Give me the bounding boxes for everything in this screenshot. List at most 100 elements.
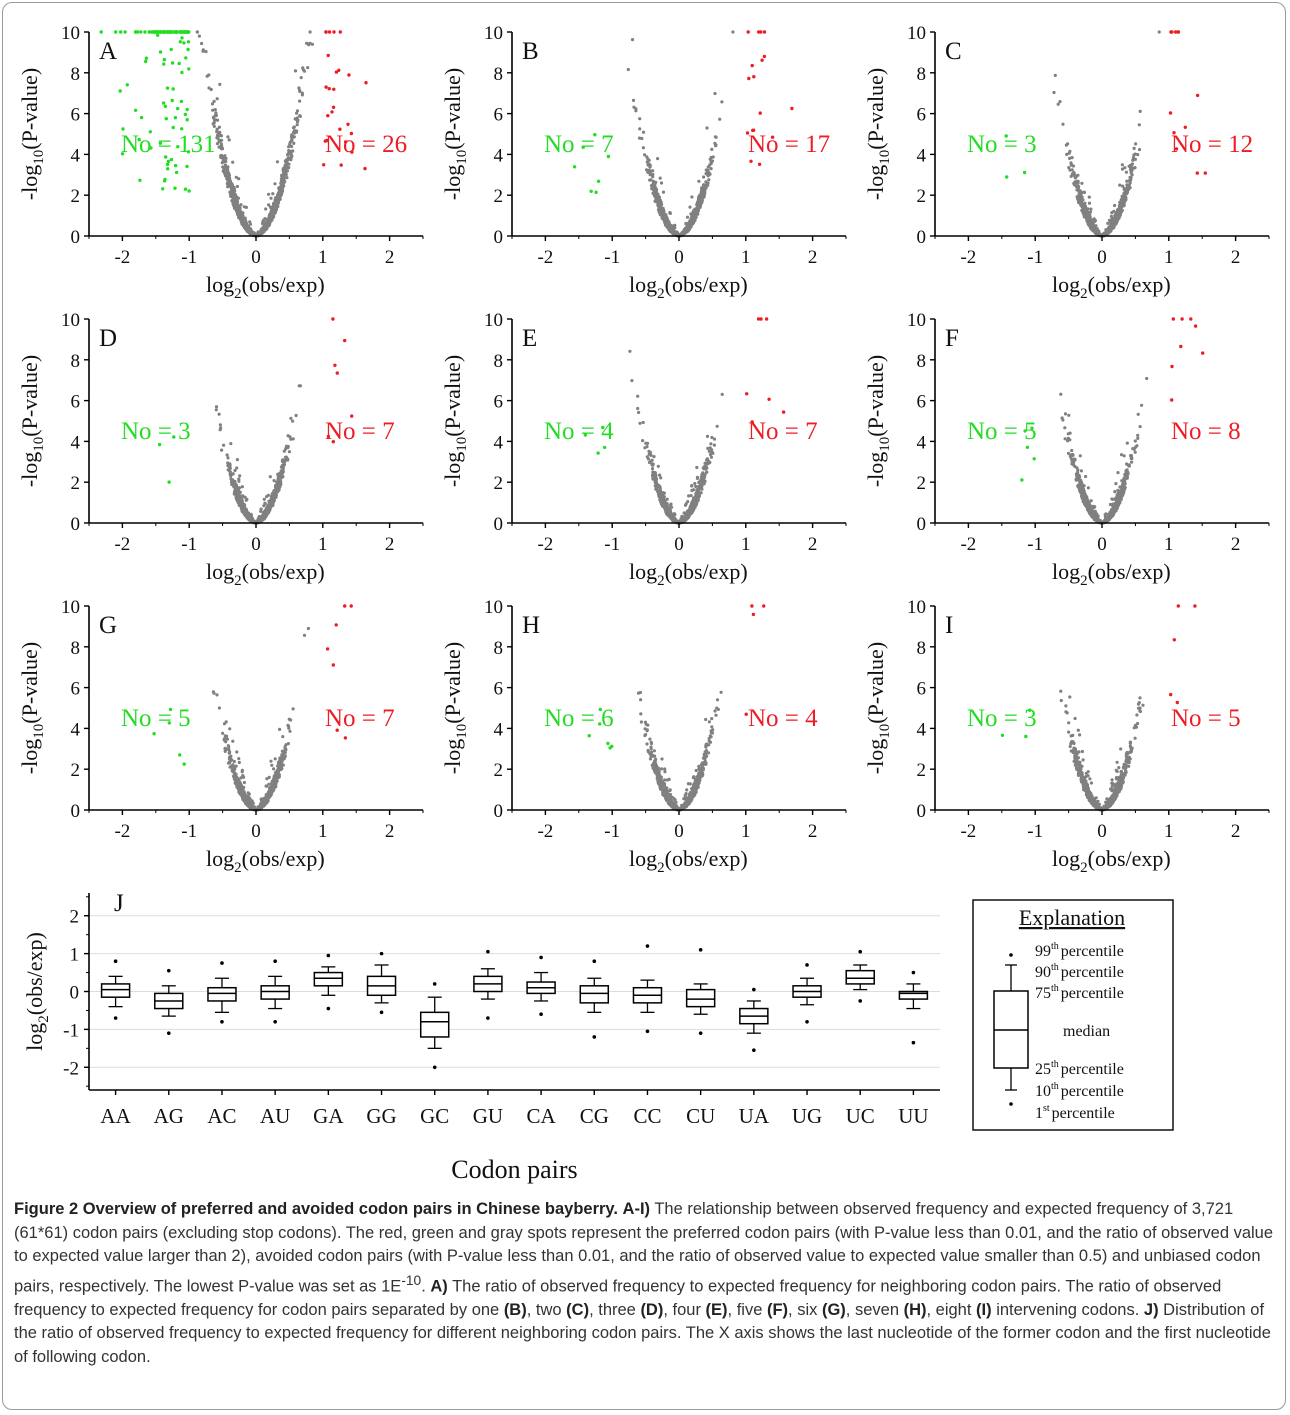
unbiased-point [272, 202, 276, 206]
avoided-point [161, 101, 166, 105]
unbiased-point [648, 165, 652, 169]
x-tick-label: 0 [1097, 247, 1107, 268]
unbiased-point [649, 184, 654, 188]
unbiased-point [654, 187, 659, 191]
unbiased-point [1128, 180, 1132, 184]
unbiased-point [215, 127, 219, 131]
unbiased-point [1130, 168, 1134, 172]
unbiased-point [1124, 170, 1128, 174]
unbiased-point [713, 91, 717, 96]
unbiased-point [1082, 208, 1086, 212]
unbiased-point [709, 155, 713, 160]
unbiased-point [292, 141, 296, 145]
unbiased-point [298, 384, 302, 388]
unbiased-point [294, 413, 298, 418]
avoided-point [114, 30, 118, 34]
unbiased-point [290, 149, 294, 153]
unbiased-point [285, 169, 289, 173]
unbiased-point [653, 199, 658, 203]
unbiased-point [673, 223, 677, 227]
unbiased-point [288, 140, 292, 144]
unbiased-point [661, 190, 666, 194]
unbiased-point [1093, 219, 1097, 223]
avoided-point [180, 36, 184, 40]
unbiased-point [281, 174, 285, 178]
avoided-point [153, 30, 157, 34]
unbiased-point [232, 187, 236, 191]
unbiased-point [1115, 212, 1119, 216]
unbiased-point [210, 102, 215, 106]
unbiased-point [301, 68, 305, 72]
unbiased-point [1071, 164, 1075, 168]
panel-label: A [99, 38, 117, 65]
unbiased-point [285, 176, 289, 180]
unbiased-point [220, 161, 224, 165]
preferred-point [363, 166, 367, 171]
preferred-point [338, 30, 342, 34]
y-axis-label: -log10(P-value) [440, 68, 470, 200]
unbiased-point [1138, 109, 1142, 113]
unbiased-point [271, 192, 275, 196]
unbiased-point [1070, 168, 1074, 172]
unbiased-point [1081, 190, 1086, 194]
unbiased-point [267, 218, 272, 222]
x-label-base: log [206, 272, 234, 297]
unbiased-point [236, 211, 240, 215]
avoided-point [139, 115, 144, 120]
avoided-point [144, 56, 149, 60]
y-tick-label: 2 [494, 186, 504, 207]
unbiased-point [689, 219, 693, 223]
unbiased-point [656, 157, 660, 161]
unbiased-point [710, 159, 715, 163]
unbiased-point [1065, 152, 1069, 156]
unbiased-point [697, 179, 701, 183]
unbiased-point [279, 190, 283, 194]
unbiased-point [216, 118, 220, 122]
avoided-point [170, 61, 175, 65]
unbiased-point [300, 93, 304, 97]
avoided-point [139, 30, 143, 34]
unbiased-point [1073, 176, 1078, 180]
avoided-point [158, 50, 163, 54]
unbiased-point [232, 196, 236, 200]
preferred-point [347, 73, 351, 77]
unbiased-point [647, 158, 651, 162]
avoided-point [1022, 170, 1027, 175]
x-label-rest: (obs/exp) [242, 272, 325, 297]
unbiased-point [1110, 225, 1115, 229]
avoided-point [162, 179, 167, 183]
unbiased-point [295, 120, 300, 124]
unbiased-point [1127, 185, 1131, 189]
x-tick-label: -1 [1027, 247, 1043, 268]
unbiased-point [227, 138, 231, 142]
unbiased-point [237, 204, 242, 208]
unbiased-point [1069, 161, 1073, 165]
unbiased-point [244, 226, 249, 230]
unbiased-point [1056, 102, 1060, 106]
unbiased-point [293, 69, 298, 73]
avoided-point [180, 70, 184, 75]
unbiased-point [1117, 215, 1121, 219]
unbiased-point [233, 199, 237, 203]
avoided-point [177, 61, 181, 66]
avoided-count-label: No = 3 [967, 131, 1037, 158]
unbiased-point [634, 109, 638, 113]
unbiased-point [659, 181, 664, 185]
unbiased-point [224, 156, 228, 160]
avoided-point [173, 186, 177, 190]
unbiased-point [248, 220, 252, 224]
avoided-point [186, 40, 191, 44]
unbiased-point [214, 113, 218, 118]
unbiased-point [1052, 90, 1056, 95]
unbiased-point [1121, 197, 1125, 201]
y-label-sub: 10 [877, 150, 893, 165]
preferred-point [759, 30, 763, 34]
unbiased-point [695, 210, 699, 214]
unbiased-point [1088, 210, 1093, 214]
unbiased-point [218, 130, 222, 134]
unbiased-point [291, 419, 295, 423]
unbiased-point [259, 507, 263, 511]
x-label-base: log [1052, 272, 1080, 297]
preferred-point [339, 163, 343, 167]
preferred-point [758, 111, 762, 115]
